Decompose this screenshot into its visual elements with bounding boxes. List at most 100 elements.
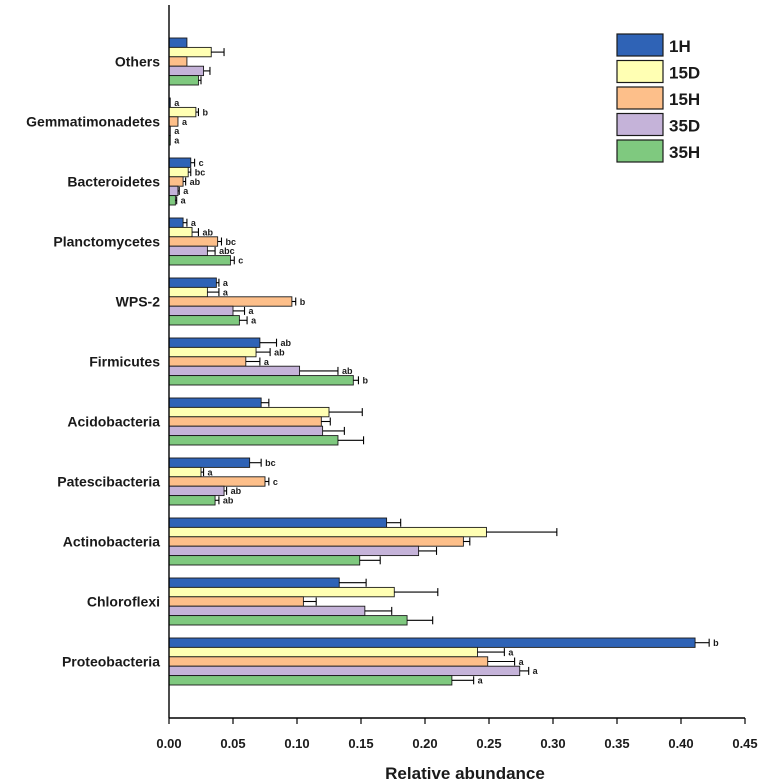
- category-label: Chloroflexi: [87, 594, 160, 610]
- bar-15H: [168, 476, 266, 487]
- significance-label: ab: [223, 496, 234, 506]
- x-tick-label: 0.15: [348, 736, 373, 751]
- bar-15H: [168, 416, 322, 427]
- category-labels-layer: Others Gemmatimonadetes Bacteroidetes Planc…: [26, 54, 160, 670]
- significance-label: ab: [274, 347, 285, 357]
- legend-label: 35H: [669, 143, 700, 162]
- bar-1H: [168, 577, 340, 588]
- significance-label: ab: [231, 486, 242, 496]
- category-label: Bacteroidetes: [67, 174, 160, 190]
- significance-label: a: [251, 316, 257, 326]
- significance-label: c: [199, 158, 204, 168]
- bar-35D: [168, 365, 301, 377]
- bar-1H: [168, 517, 388, 528]
- bar-35H: [168, 675, 453, 686]
- bar-35D: [168, 545, 420, 557]
- bar-15H: [168, 56, 188, 67]
- bar-35D: [168, 185, 179, 197]
- bar-35D: [168, 485, 225, 497]
- significance-label: a: [249, 306, 255, 316]
- legend-swatch-1H: [616, 33, 664, 57]
- bar-35H: [168, 375, 354, 386]
- significance-label: a: [223, 278, 229, 288]
- legend-swatch-35H: [616, 139, 664, 163]
- x-tick-label: 0.45: [732, 736, 757, 751]
- category-label: Proteobacteria: [62, 654, 160, 670]
- significance-label: a: [183, 186, 189, 196]
- bar-35D: [168, 305, 234, 317]
- bar-35H: [168, 555, 361, 566]
- bar-35H: [168, 495, 216, 506]
- bar-15D: [168, 106, 197, 118]
- significance-label: a: [174, 98, 180, 108]
- significance-label: bc: [195, 167, 206, 177]
- bar-1H: [168, 637, 696, 648]
- category-label: WPS-2: [116, 294, 161, 310]
- bar-35H: [168, 615, 408, 626]
- bar-35H: [168, 75, 199, 86]
- bar-35H: [168, 315, 240, 326]
- bars-layer: [168, 37, 696, 686]
- legend: 1H 15D 15H 35D 35H: [616, 33, 700, 163]
- bar-15H: [168, 656, 489, 667]
- significance-label: ab: [342, 366, 353, 376]
- significance-label: a: [208, 467, 214, 477]
- x-tick-label: 0.20: [412, 736, 437, 751]
- bar-15H: [168, 536, 464, 547]
- significance-label: a: [264, 357, 270, 367]
- bar-35D: [168, 665, 521, 677]
- significance-label: a: [174, 126, 180, 136]
- x-tick-label: 0.40: [668, 736, 693, 751]
- significance-label: bc: [265, 458, 276, 468]
- bar-15D: [168, 346, 257, 358]
- legend-swatch-15H: [616, 86, 664, 110]
- bar-15D: [168, 466, 202, 478]
- bar-35H: [168, 435, 339, 446]
- category-label: Actinobacteria: [63, 534, 160, 550]
- significance-labels-layer: abaaacbcabaaaabbcabccaabaaababaabbbcacab…: [174, 98, 719, 686]
- significance-label: ab: [202, 227, 213, 237]
- significance-label: a: [223, 287, 229, 297]
- bar-15D: [168, 166, 189, 178]
- category-label: Patescibacteria: [57, 474, 160, 490]
- axes-layer: [168, 5, 745, 719]
- legend-label: 15H: [669, 90, 700, 109]
- significance-label: a: [508, 647, 514, 657]
- bar-1H: [168, 397, 262, 408]
- legend-swatch-15D: [616, 59, 664, 84]
- legend-swatch-35D: [616, 112, 664, 137]
- bar-15D: [168, 586, 395, 598]
- legend-label: 1H: [669, 37, 691, 56]
- bar-15D: [168, 526, 487, 538]
- significance-label: abc: [219, 246, 235, 256]
- x-tick-label: 0.25: [476, 736, 501, 751]
- category-label: Planctomycetes: [53, 234, 160, 250]
- bar-35D: [168, 65, 205, 77]
- category-label: Gemmatimonadetes: [26, 114, 160, 130]
- significance-label: a: [478, 676, 484, 686]
- significance-label: b: [362, 376, 368, 386]
- legend-label: 35D: [669, 117, 700, 136]
- bar-15H: [168, 596, 304, 607]
- significance-label: a: [181, 196, 187, 206]
- bar-15D: [168, 226, 193, 238]
- significance-label: ab: [281, 338, 292, 348]
- bar-35D: [168, 245, 208, 257]
- bar-35D: [168, 425, 324, 437]
- bar-1H: [168, 457, 251, 468]
- significance-label: ab: [190, 177, 201, 187]
- significance-label: a: [533, 666, 539, 676]
- significance-label: bc: [225, 237, 236, 247]
- bar-15H: [168, 296, 293, 307]
- significance-label: a: [182, 117, 188, 127]
- bar-15H: [168, 236, 219, 247]
- bar-35H: [168, 255, 231, 266]
- x-tick-label: 0.00: [156, 736, 181, 751]
- x-axis-title: Relative abundance: [385, 764, 545, 783]
- bar-15H: [168, 116, 179, 127]
- error-bars-layer: [175, 48, 710, 685]
- bar-15H: [168, 176, 184, 187]
- bar-1H: [168, 337, 261, 348]
- x-tick-label: 0.35: [604, 736, 629, 751]
